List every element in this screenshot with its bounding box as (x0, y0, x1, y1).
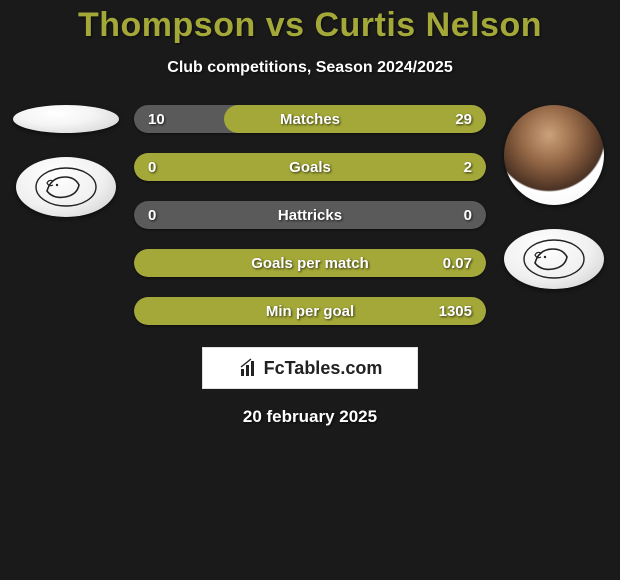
stat-row: Min per goal1305 (134, 297, 486, 325)
stat-right-value: 1305 (416, 303, 486, 320)
stat-right-value: 2 (416, 159, 486, 176)
stat-left-value: 10 (134, 111, 204, 128)
subtitle: Club competitions, Season 2024/2025 (0, 59, 620, 77)
player-right-avatar (504, 105, 604, 205)
stat-right-value: 29 (416, 111, 486, 128)
player-left-club-logo (16, 157, 116, 217)
player-right-column (490, 105, 620, 289)
stat-row: 10Matches29 (134, 105, 486, 133)
stat-left-value: 0 (134, 207, 204, 224)
stat-label: Goals per match (204, 255, 416, 272)
date-label: 20 february 2025 (0, 407, 620, 427)
comparison-card: Thompson vs Curtis Nelson Club competiti… (0, 0, 620, 427)
stat-left-value: 0 (134, 159, 204, 176)
ram-icon (523, 239, 585, 279)
stat-label: Min per goal (204, 303, 416, 320)
stat-label: Hattricks (204, 207, 416, 224)
stat-right-value: 0.07 (416, 255, 486, 272)
comparison-body: 10Matches290Goals20Hattricks0Goals per m… (0, 105, 620, 325)
player-right-club-logo (504, 229, 604, 289)
stat-label: Matches (204, 111, 416, 128)
brand-badge[interactable]: FcTables.com (202, 347, 418, 389)
stat-row: 0Hattricks0 (134, 201, 486, 229)
stat-label: Goals (204, 159, 416, 176)
ram-icon (35, 167, 97, 207)
stat-row: Goals per match0.07 (134, 249, 486, 277)
stat-row: 0Goals2 (134, 153, 486, 181)
stat-bars: 10Matches290Goals20Hattricks0Goals per m… (130, 105, 490, 325)
player-left-avatar (13, 105, 119, 133)
stat-right-value: 0 (416, 207, 486, 224)
brand-label: FcTables.com (264, 358, 383, 379)
bar-chart-icon (238, 357, 260, 379)
page-title: Thompson vs Curtis Nelson (0, 6, 620, 45)
player-left-column (0, 105, 130, 217)
